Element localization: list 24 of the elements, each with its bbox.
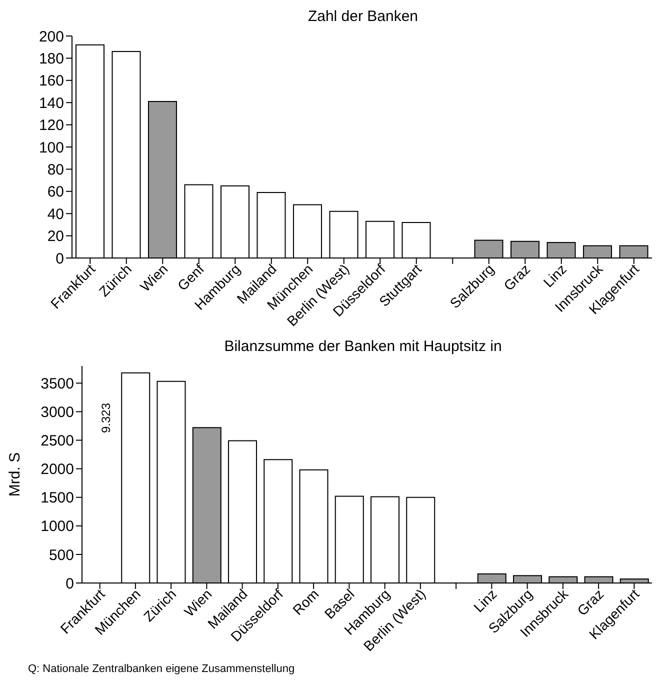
text: Q: Nationale Zentralbanken eigene Zusammenstellung [27, 663, 296, 675]
y-tick-label: 1000 [40, 518, 74, 536]
chart-title: Bilanzsumme der Banken mit Hauptsitz in [223, 338, 503, 357]
y-tick-label: 60 [47, 184, 64, 201]
y-tick-label: 40 [47, 206, 64, 223]
chart-title: Zahl der Banken [306, 8, 420, 27]
y-tick-label: 120 [38, 117, 64, 134]
text: 9.323 [98, 403, 113, 434]
y-tick-label: 20 [47, 228, 64, 246]
y-tick-label: 500 [48, 546, 74, 564]
y-tick-label: 0 [66, 575, 74, 592]
y-tick-label: 3000 [40, 404, 74, 422]
y-tick-label: 0 [56, 250, 64, 268]
y-tick-label: 2000 [40, 461, 74, 478]
y-tick-label: 140 [38, 94, 64, 112]
y-tick-label: 180 [38, 50, 64, 68]
y-tick-label: 3500 [40, 375, 74, 392]
y-tick-label: 80 [47, 162, 64, 179]
y-tick-label: 200 [38, 28, 64, 46]
y-axis-title: Mrd. S [6, 452, 24, 497]
y-tick-label: 2500 [40, 432, 74, 450]
y-tick-label: 1500 [40, 490, 74, 507]
y-tick-label: 160 [38, 72, 64, 90]
y-tick-label: 100 [38, 139, 64, 156]
